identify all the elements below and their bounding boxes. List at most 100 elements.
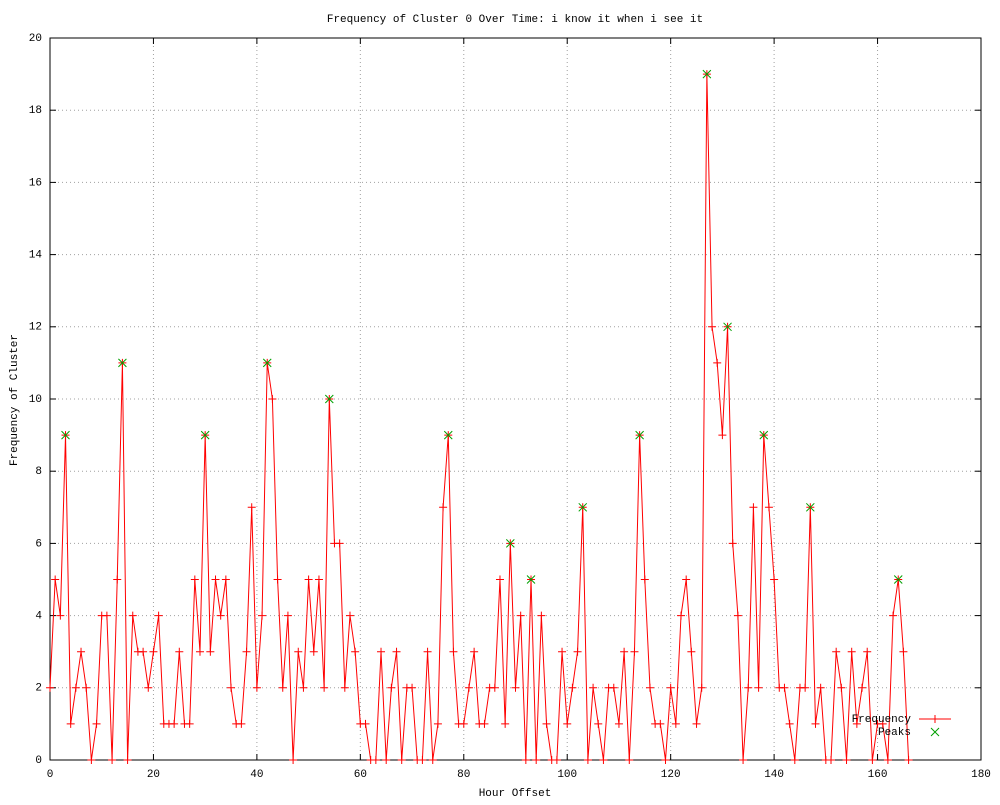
peak-marker [200,430,210,440]
peak-marker [635,430,644,440]
point-marker [852,719,861,728]
point-marker [371,756,380,764]
peak-marker [578,502,588,512]
peak-marker [526,575,536,584]
point-marker [666,683,675,692]
y-tick-label: 4 [35,611,42,623]
peak-marker [893,575,903,584]
point-marker [878,719,887,728]
point-marker [102,611,111,620]
peak-marker [118,358,127,368]
legend-label: Peaks [878,727,911,739]
point-marker [387,683,396,692]
point-marker [537,611,546,620]
point-marker [858,683,867,692]
point-marker [299,683,308,692]
point-marker [521,756,530,764]
point-marker [268,395,277,403]
point-marker [154,611,163,620]
point-marker [304,575,313,584]
point-marker [216,611,225,620]
point-marker [309,647,318,656]
x-tick-label: 100 [557,769,577,781]
point-marker [687,647,696,656]
point-marker [480,719,489,728]
point-marker [594,719,603,728]
point-marker [289,756,298,764]
peak-marker [324,394,334,404]
y-tick-label: 12 [29,322,42,334]
point-marker [397,756,406,764]
point-marker [408,683,417,692]
point-marker [842,756,851,764]
peak-marker [759,430,769,440]
point-marker [108,756,117,764]
point-marker [495,575,504,584]
point-marker [433,719,442,728]
point-marker [780,683,789,692]
point-marker [677,611,686,620]
point-marker [459,719,468,728]
point-marker [609,683,618,692]
point-marker [713,358,722,367]
legend-swatch [931,715,939,723]
point-marker [423,647,432,656]
point-marker [764,503,773,512]
y-tick-label: 8 [35,466,42,478]
x-tick-label: 180 [971,769,991,781]
x-tick-label: 60 [354,769,367,781]
point-marker [113,575,122,584]
point-marker [889,611,898,620]
point-marker [790,756,799,764]
point-marker [863,647,872,656]
point-marker [568,683,577,692]
y-tick-label: 14 [29,250,43,262]
point-marker [739,756,748,764]
x-axis-label: Hour Offset [479,788,552,800]
point-marker [640,575,649,584]
point-marker [51,575,60,584]
point-marker [56,611,65,620]
point-marker [697,683,706,692]
point-marker [320,683,329,692]
point-marker [252,683,261,692]
point-marker [185,719,194,728]
point-marker [139,647,148,656]
point-marker [708,322,717,331]
point-marker [464,683,473,692]
point-marker [92,719,101,728]
point-marker [718,431,727,440]
point-marker [692,719,701,728]
point-marker [211,575,220,584]
point-marker [827,756,836,764]
point-marker [614,719,623,728]
point-marker [227,683,236,692]
point-marker [175,647,184,656]
x-tick-label: 140 [764,769,784,781]
point-marker [661,756,670,764]
point-marker [377,647,386,656]
x-tick-label: 0 [47,769,54,781]
peak-marker [505,539,515,548]
point-marker [645,683,654,692]
point-marker [128,611,137,620]
point-marker [801,683,810,692]
point-marker [542,719,551,728]
y-tick-label: 16 [29,177,42,189]
point-marker [77,647,86,656]
point-marker [428,756,437,764]
point-marker [470,647,479,656]
point-marker [258,611,267,620]
point-marker [242,647,251,656]
point-marker [87,756,96,764]
point-marker [744,683,753,692]
x-tick-label: 20 [147,769,160,781]
x-tick-label: 120 [661,769,681,781]
y-tick-label: 6 [35,538,42,550]
point-marker [361,719,370,728]
peak-marker [805,502,815,512]
y-axis-label: Frequency of Cluster [9,334,21,466]
x-tick-label: 40 [250,769,263,781]
point-marker [71,683,80,692]
